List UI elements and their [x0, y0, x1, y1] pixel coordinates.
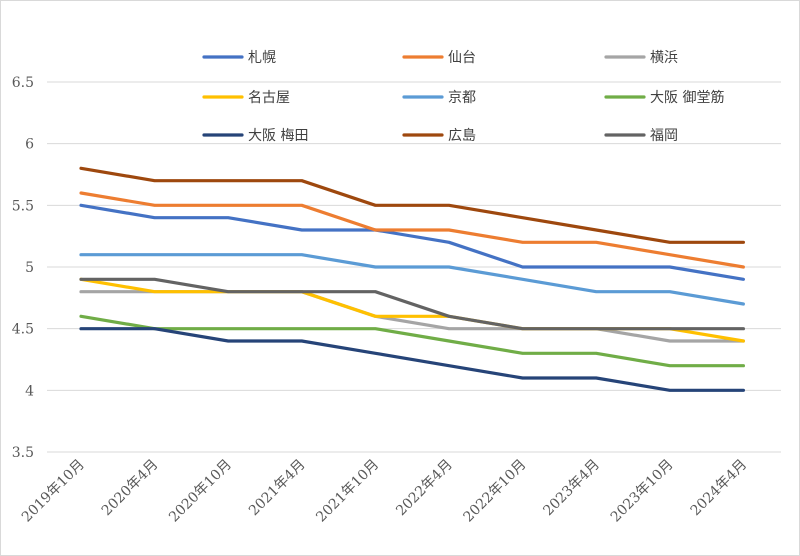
- x-tick-label: 2022年10月: [461, 457, 530, 526]
- series-line-1: [79, 191, 746, 269]
- x-tick-label: 2021年10月: [313, 457, 382, 526]
- x-tick-label: 2023年10月: [608, 457, 677, 526]
- x-tick-label: 2021年4月: [246, 457, 309, 520]
- y-tick-label: 6: [25, 137, 34, 153]
- legend-label: 横浜: [650, 50, 678, 66]
- series-line-8: [79, 277, 746, 331]
- series-line-7: [79, 166, 746, 244]
- x-tick-label: 2020年4月: [99, 457, 162, 520]
- legend-label: 広島: [448, 128, 476, 144]
- legend-label: 大阪 梅田: [248, 128, 308, 144]
- y-tick-label: 5.5: [12, 198, 34, 214]
- x-tick-label: 2023年4月: [540, 457, 603, 520]
- series-line-4: [79, 253, 746, 306]
- series-line-5: [79, 314, 746, 368]
- x-tick-label: 2024年4月: [688, 457, 751, 520]
- legend-label: 札幌: [248, 50, 276, 66]
- y-tick-label: 4: [25, 383, 34, 399]
- x-tick-label: 2022年4月: [393, 457, 456, 520]
- legend-label: 名古屋: [248, 90, 290, 106]
- legend-label: 京都: [448, 90, 476, 106]
- series-lines: [79, 166, 746, 392]
- series-line-0: [79, 203, 746, 281]
- legend-label: 仙台: [448, 50, 476, 66]
- y-axis-tick-labels: 3.5 4 4.5 5 5.5 6 6.5: [12, 75, 34, 461]
- y-tick-label: 3.5: [12, 445, 34, 461]
- y-tick-label: 6.5: [12, 75, 34, 91]
- series-line-6: [79, 327, 746, 392]
- y-tick-label: 5: [25, 260, 34, 276]
- y-tick-label: 4.5: [12, 322, 34, 338]
- x-axis-tick-labels: 2019年10月 2020年4月 2020年10月 2021年4月 2021年10月 20…: [19, 457, 750, 526]
- legend-label: 大阪 御堂筋: [650, 89, 724, 106]
- x-tick-label: 2019年10月: [19, 457, 88, 526]
- x-tick-label: 2020年10月: [166, 457, 235, 526]
- legend-label: 福岡: [650, 128, 678, 144]
